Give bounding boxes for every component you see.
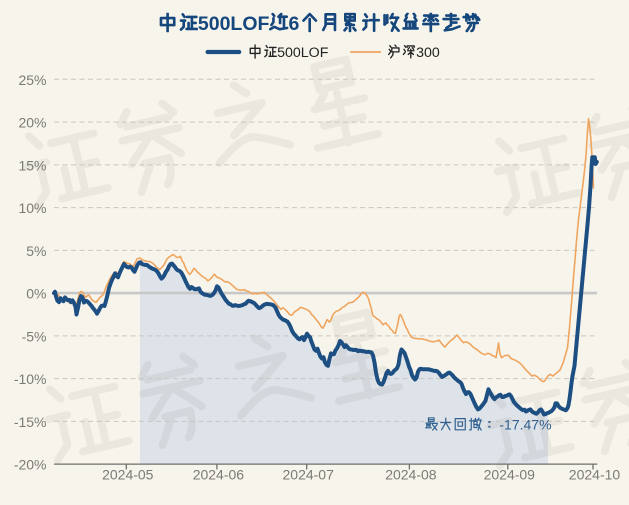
svg-text:2024-10: 2024-10 (569, 467, 621, 483)
svg-text:500LOF: 500LOF (198, 13, 270, 35)
svg-text:-20%: -20% (14, 457, 47, 473)
svg-text:300: 300 (416, 45, 440, 61)
svg-text:20%: 20% (18, 115, 46, 131)
svg-text:2024-05: 2024-05 (102, 467, 154, 483)
svg-text:-17.47%: -17.47% (499, 417, 551, 433)
svg-text:15%: 15% (18, 158, 46, 174)
svg-text:10%: 10% (18, 200, 46, 216)
svg-text:2024-08: 2024-08 (385, 467, 437, 483)
svg-text:-10%: -10% (14, 371, 47, 387)
svg-text:-5%: -5% (22, 329, 47, 345)
svg-text:0%: 0% (26, 286, 46, 302)
svg-text:2024-06: 2024-06 (193, 467, 245, 483)
svg-text:2024-07: 2024-07 (283, 467, 335, 483)
svg-text:25%: 25% (18, 72, 46, 88)
svg-text:5%: 5% (26, 243, 46, 259)
svg-text:2024-09: 2024-09 (484, 467, 536, 483)
svg-text:6: 6 (289, 13, 300, 35)
svg-text:500LOF: 500LOF (277, 45, 329, 61)
svg-text:-15%: -15% (14, 414, 47, 430)
